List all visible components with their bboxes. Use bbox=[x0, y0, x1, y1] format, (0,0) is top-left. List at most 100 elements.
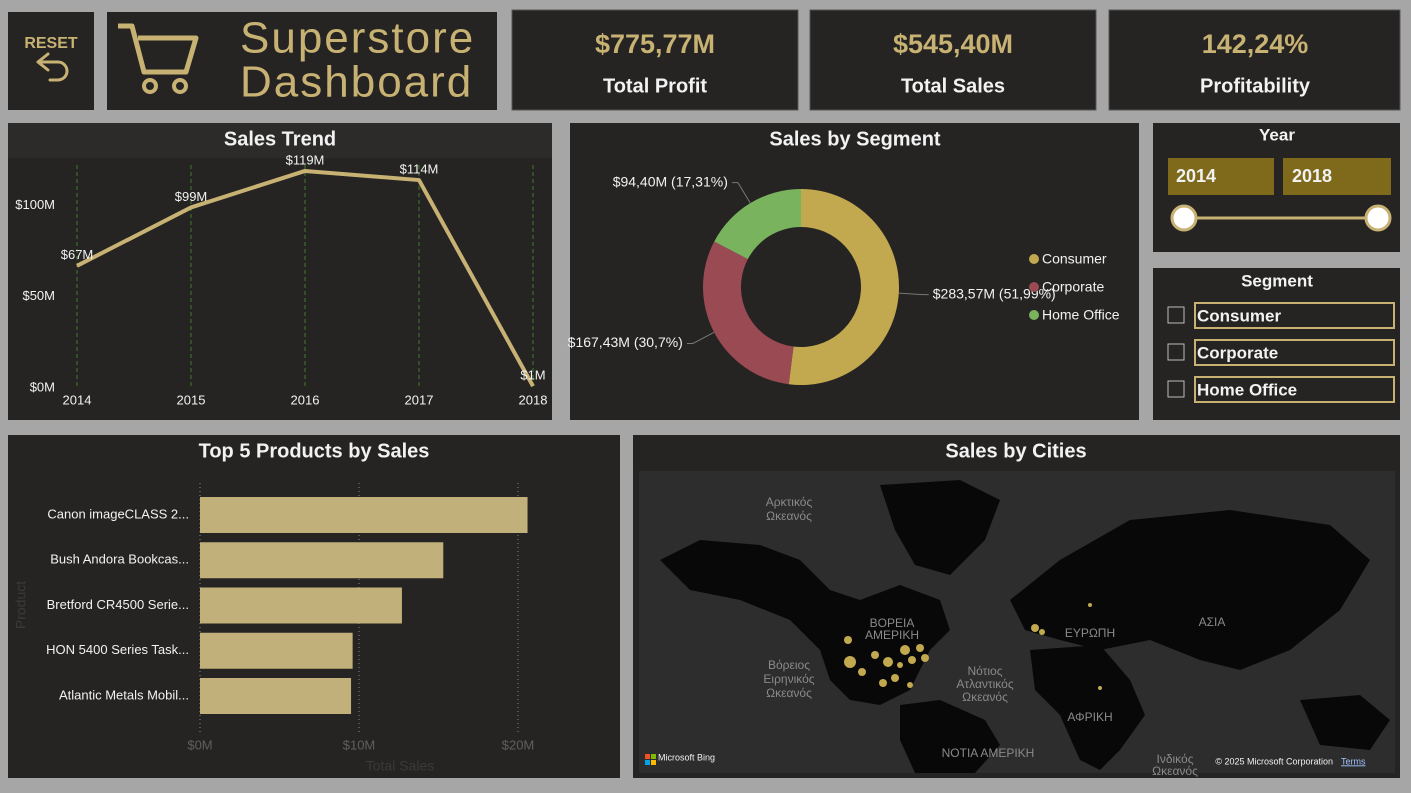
city-dot bbox=[879, 679, 887, 687]
data-label: $94,40M (17,31%) bbox=[613, 173, 728, 189]
map-label: Ατλαντικός bbox=[956, 677, 1013, 691]
city-dot bbox=[891, 674, 899, 682]
map-label: ΒΟΡΕΙΑ bbox=[870, 616, 915, 630]
y-tick-label: $50M bbox=[22, 288, 55, 303]
kpi-label: Profitability bbox=[1200, 75, 1311, 97]
checkbox[interactable] bbox=[1167, 306, 1185, 324]
y-tick-label: Canon imageCLASS 2... bbox=[47, 506, 189, 521]
land-north-america bbox=[660, 540, 950, 705]
map-label: Ωκεανός bbox=[766, 686, 812, 700]
y-tick-label: Atlantic Metals Mobil... bbox=[59, 687, 189, 702]
city-dot bbox=[858, 668, 866, 676]
city-dot bbox=[921, 654, 929, 662]
year-to-box[interactable] bbox=[1283, 158, 1391, 195]
data-label: $67M bbox=[61, 247, 94, 262]
legend-marker bbox=[1029, 254, 1039, 264]
pie-slice bbox=[703, 241, 794, 385]
land-south-america bbox=[900, 700, 1000, 773]
slicer-title: Year bbox=[1259, 125, 1295, 144]
city-dot bbox=[897, 662, 903, 668]
slider-handle[interactable] bbox=[1364, 204, 1392, 232]
land-greenland bbox=[880, 480, 1000, 575]
line-series bbox=[76, 168, 535, 388]
cart-icon bbox=[118, 23, 199, 75]
cart-wheel bbox=[142, 78, 158, 94]
x-tick-label: 2016 bbox=[291, 392, 320, 407]
map-attribution: Microsoft Bing bbox=[658, 752, 715, 762]
segment-option-label: Consumer bbox=[1197, 306, 1281, 325]
map-land bbox=[660, 480, 1390, 773]
land-eurasia bbox=[1010, 510, 1370, 670]
city-dot bbox=[844, 636, 852, 644]
pie-slice bbox=[788, 189, 899, 385]
dashboard-title: Superstore bbox=[240, 14, 475, 63]
city-dot bbox=[1088, 603, 1092, 607]
city-dot bbox=[1039, 629, 1045, 635]
map-label: Βόρειος bbox=[768, 658, 810, 672]
data-label: $114M bbox=[400, 162, 439, 177]
data-label: $119M bbox=[286, 152, 325, 167]
x-tick-label: $0M bbox=[187, 737, 212, 752]
city-dot bbox=[908, 656, 916, 664]
kpi-value: 142,24% bbox=[1202, 29, 1309, 59]
legend-label: Consumer bbox=[1042, 251, 1107, 267]
bar bbox=[200, 497, 528, 533]
city-dot bbox=[883, 657, 893, 667]
reset-icon bbox=[36, 52, 69, 82]
title-panel bbox=[107, 12, 497, 110]
data-label: $283,57M (51,99%) bbox=[933, 285, 1056, 301]
year-from: 2014 bbox=[1176, 166, 1216, 186]
segment-option[interactable] bbox=[1194, 376, 1395, 403]
chart-title: Sales by Segment bbox=[769, 128, 941, 150]
city-dot bbox=[1031, 624, 1039, 632]
kpi-card bbox=[511, 9, 799, 111]
cart-wheel bbox=[172, 78, 188, 94]
y-tick-label: $100M bbox=[15, 197, 55, 212]
bing-logo bbox=[645, 760, 650, 765]
map-label: Ειρηνικός bbox=[763, 672, 814, 686]
x-tick-label: $20M bbox=[502, 737, 535, 752]
leader-line bbox=[731, 182, 751, 204]
map-label: Ινδικός bbox=[1157, 752, 1194, 766]
checkbox[interactable] bbox=[1167, 343, 1185, 361]
slicer-title: Segment bbox=[1241, 271, 1313, 290]
map-label: ΑΜΕΡΙΚΗ bbox=[865, 628, 919, 642]
legend-label: Corporate bbox=[1042, 279, 1104, 295]
segment-option[interactable] bbox=[1194, 339, 1395, 366]
checkbox[interactable] bbox=[1167, 380, 1185, 398]
slider-handle[interactable] bbox=[1170, 204, 1198, 232]
legend-marker bbox=[1029, 282, 1039, 292]
bing-logo bbox=[651, 760, 656, 765]
chart-title: Top 5 Products by Sales bbox=[199, 440, 430, 462]
city-dot bbox=[907, 682, 913, 688]
dashboard-title: Dashboard bbox=[240, 58, 473, 107]
kpi-label: Total Sales bbox=[901, 75, 1005, 97]
bar bbox=[200, 542, 444, 579]
y-tick-label: Bretford CR4500 Serie... bbox=[47, 597, 189, 612]
x-axis-title: Total Sales bbox=[366, 758, 434, 774]
y-tick-label: $0M bbox=[30, 379, 55, 394]
line-header bbox=[8, 123, 552, 158]
map-terms[interactable]: Terms bbox=[1341, 756, 1366, 766]
kpi-label: Total Profit bbox=[603, 75, 707, 97]
data-label: $1M bbox=[520, 368, 545, 383]
bar bbox=[200, 678, 352, 714]
year-from-box[interactable] bbox=[1168, 158, 1274, 195]
map-label: ΑΣΙΑ bbox=[1199, 615, 1226, 629]
kpi-value: $775,77M bbox=[595, 29, 715, 59]
x-tick-label: 2015 bbox=[177, 392, 206, 407]
city-dot bbox=[1098, 686, 1102, 690]
reset-label: RESET bbox=[24, 35, 78, 52]
city-dot bbox=[900, 645, 910, 655]
chart-title: Sales by Cities bbox=[945, 440, 1086, 462]
pie-slice bbox=[714, 189, 801, 260]
map-label: Ωκεανός bbox=[962, 690, 1008, 704]
land-australia bbox=[1300, 695, 1390, 750]
land-africa bbox=[1030, 645, 1145, 770]
data-label: $99M bbox=[175, 189, 208, 204]
y-tick-label: HON 5400 Series Task... bbox=[46, 642, 189, 657]
segment-option[interactable] bbox=[1194, 302, 1395, 329]
leader-line bbox=[898, 292, 929, 296]
